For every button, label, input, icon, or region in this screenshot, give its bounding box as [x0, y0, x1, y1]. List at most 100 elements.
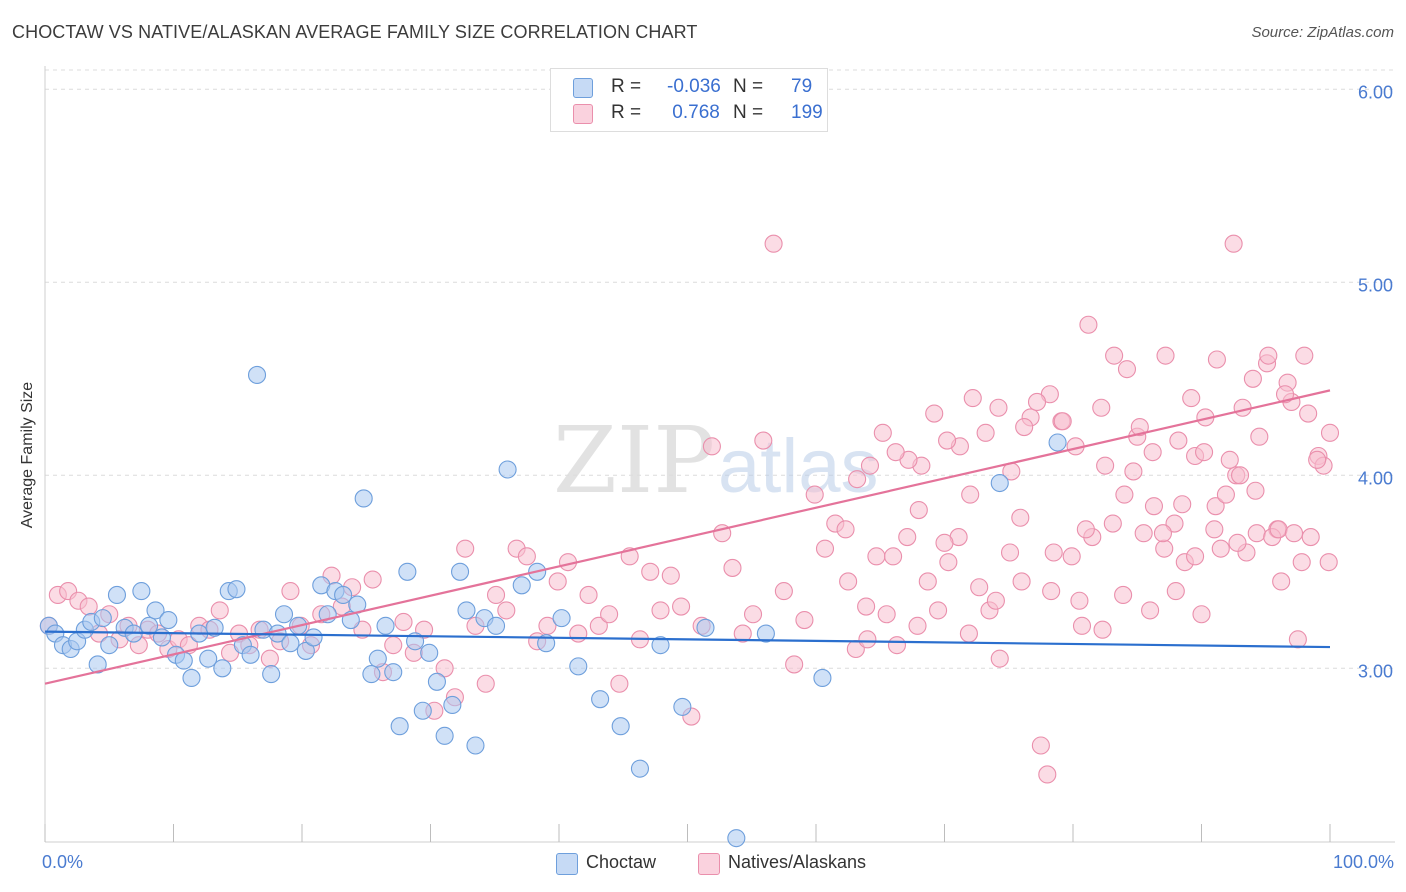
choctaw-point	[174, 651, 193, 670]
native-point	[839, 572, 858, 591]
choctaw-trend-line	[44, 630, 1331, 649]
native-point	[1166, 582, 1185, 601]
native-point	[394, 612, 413, 632]
native-point	[929, 601, 948, 620]
native-point	[970, 578, 989, 597]
y-axis-label: Average Family Size	[19, 381, 36, 529]
native-point	[1295, 346, 1314, 365]
legend-r-value: 0.768	[667, 102, 720, 123]
choctaw-point	[241, 645, 260, 664]
choctaw-point	[354, 489, 373, 508]
choctaw-point	[132, 582, 151, 601]
native-point	[702, 437, 721, 456]
legend-n-value: 199	[791, 102, 823, 123]
native-point	[210, 601, 229, 620]
native-point	[1169, 431, 1188, 450]
native-point	[435, 659, 454, 678]
choctaw-point	[435, 726, 454, 745]
native-point	[1211, 539, 1230, 558]
choctaw-point	[552, 609, 571, 628]
native-point	[887, 636, 907, 655]
grid-lines	[45, 69, 1395, 669]
choctaw-point	[100, 636, 119, 655]
native-point	[848, 470, 867, 489]
native-point	[976, 423, 995, 442]
choctaw-point	[107, 585, 127, 605]
native-point	[1243, 369, 1262, 388]
choctaw-point	[427, 672, 446, 691]
choctaw-point	[498, 460, 517, 479]
native-point	[476, 674, 495, 693]
legend-n-label: N =	[733, 102, 764, 123]
choctaw-point	[457, 601, 476, 620]
native-point	[877, 605, 896, 624]
native-point	[1153, 524, 1172, 543]
native-point	[1031, 736, 1050, 755]
choctaw-point	[281, 634, 300, 653]
native-point	[1246, 481, 1265, 500]
choctaw-point	[199, 649, 218, 668]
native-point	[1231, 466, 1250, 485]
native-point	[589, 616, 608, 635]
choctaw-point	[368, 649, 387, 668]
native-point	[1044, 543, 1063, 562]
choctaw-point	[213, 659, 232, 678]
native-point	[1038, 765, 1057, 784]
legend-n-label: N =	[733, 76, 764, 97]
native-point	[1076, 520, 1095, 539]
native-point	[959, 624, 978, 643]
native-point	[1301, 528, 1320, 547]
choctaw-point	[1048, 433, 1067, 452]
native-point	[1207, 350, 1226, 369]
native-point	[661, 566, 680, 585]
bottom-legend-native: Natives/Alaskans	[728, 852, 867, 872]
native-point	[1103, 514, 1122, 533]
native-point	[733, 624, 752, 643]
native-point	[1144, 497, 1164, 516]
choctaw-point	[384, 663, 403, 682]
native-point	[456, 539, 475, 558]
native-point	[1053, 412, 1072, 431]
native-point	[1130, 417, 1149, 437]
native-point	[774, 582, 793, 601]
native-point	[1205, 520, 1224, 539]
native-point	[909, 500, 928, 520]
native-point	[795, 610, 814, 630]
native-point	[723, 558, 742, 577]
native-swatch	[573, 104, 593, 124]
native-point	[1134, 524, 1153, 543]
native-point	[884, 547, 903, 566]
native-point	[1247, 524, 1266, 543]
native-point	[1156, 346, 1175, 365]
native-point	[898, 528, 917, 547]
native-point	[961, 485, 980, 504]
native-point	[764, 234, 783, 253]
native-point	[1115, 485, 1134, 504]
choctaw-point	[205, 618, 224, 637]
native-point	[1259, 346, 1278, 365]
native-point	[1117, 360, 1137, 379]
native-point	[1092, 398, 1111, 417]
choctaw-point	[696, 618, 715, 637]
native-point	[1173, 495, 1192, 514]
native-point	[918, 572, 937, 591]
native-points	[39, 234, 1340, 784]
native-point	[1319, 553, 1338, 572]
legend-r-value: -0.036	[667, 76, 721, 97]
native-point	[1195, 443, 1214, 462]
choctaw-point	[443, 695, 462, 715]
native-point	[1292, 553, 1311, 572]
native-point	[517, 547, 536, 566]
choctaw-point	[673, 697, 692, 716]
native-point	[886, 443, 905, 462]
native-point	[1250, 427, 1269, 446]
trend-lines	[44, 389, 1331, 685]
choctaw-point	[376, 616, 395, 635]
native-point	[963, 389, 982, 408]
native-point	[986, 591, 1005, 610]
native-point	[1155, 539, 1174, 558]
axes	[44, 66, 1395, 843]
native-point	[1228, 533, 1247, 552]
choctaw-point	[569, 657, 588, 676]
choctaw-point	[398, 562, 417, 581]
